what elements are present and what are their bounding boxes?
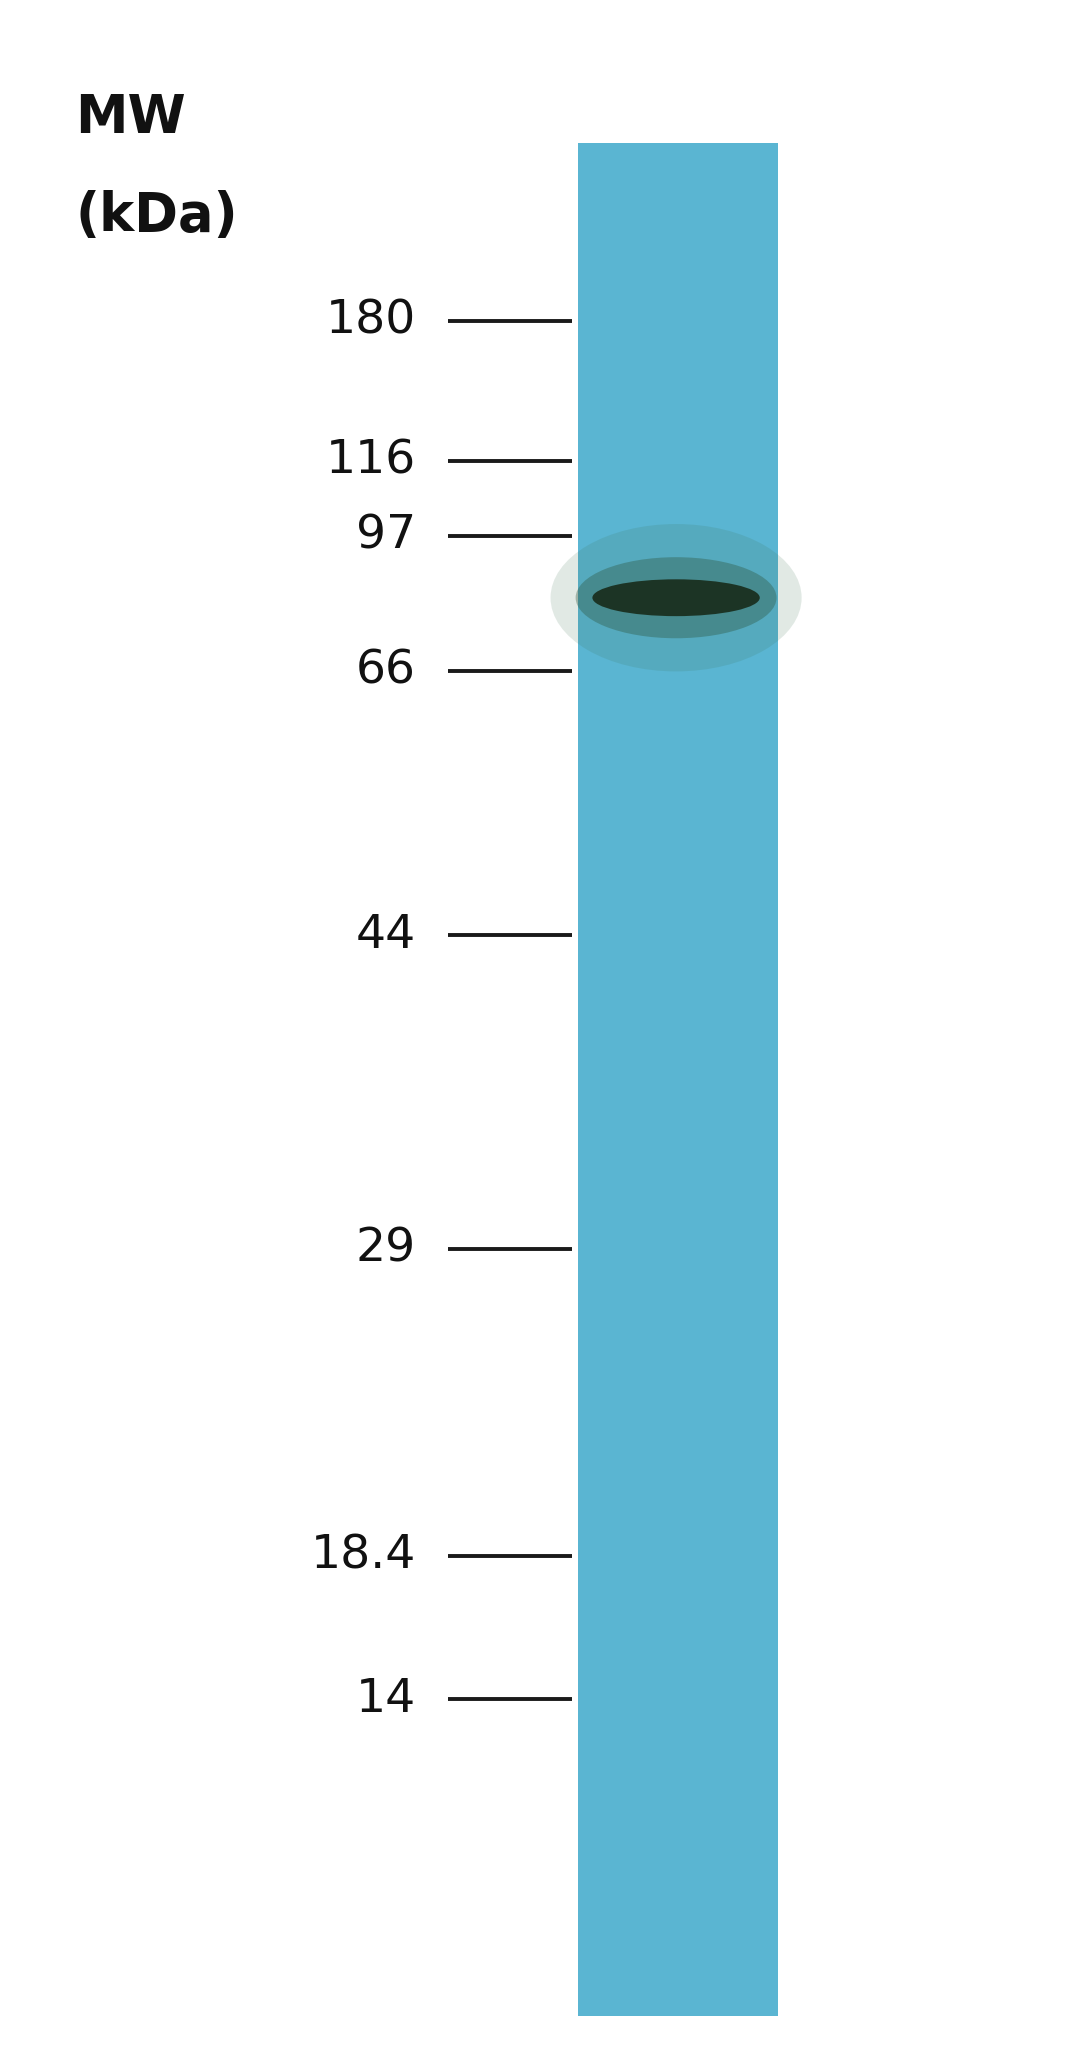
- Ellipse shape: [592, 579, 760, 616]
- Text: 18.4: 18.4: [310, 1533, 416, 1578]
- Text: 116: 116: [325, 438, 416, 483]
- Text: 44: 44: [355, 913, 416, 958]
- Text: 29: 29: [355, 1226, 416, 1271]
- Text: 14: 14: [355, 1676, 416, 1722]
- Text: 66: 66: [355, 649, 416, 694]
- Ellipse shape: [576, 557, 777, 639]
- Text: MW: MW: [76, 92, 186, 143]
- Bar: [578, 143, 778, 2016]
- Text: 97: 97: [355, 514, 416, 559]
- Ellipse shape: [551, 524, 801, 671]
- Text: 180: 180: [325, 299, 416, 344]
- Text: (kDa): (kDa): [76, 190, 239, 242]
